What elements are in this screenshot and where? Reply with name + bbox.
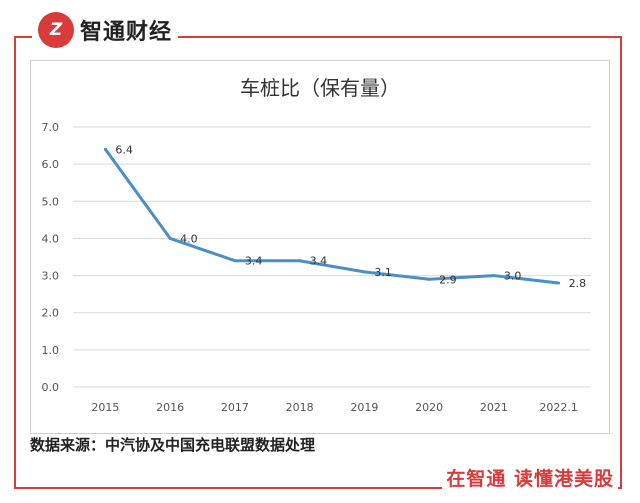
brand-slogan: 在智通 读懂港美股 (442, 464, 618, 491)
y-tick-label: 4.0 (42, 232, 60, 245)
chart-title: 车桩比（保有量） (240, 76, 400, 100)
x-tick-label: 2017 (221, 401, 249, 414)
x-tick-label: 2022.1 (539, 401, 578, 414)
brand-logo: Z 智通财经 (32, 10, 179, 50)
source-note: 数据来源：中汽协及中国充电联盟数据处理 (30, 436, 316, 454)
y-tick-label: 2.0 (42, 307, 60, 320)
data-label: 3.4 (245, 255, 263, 268)
data-point (362, 270, 366, 274)
y-tick-label: 0.0 (42, 381, 60, 394)
y-tick-label: 1.0 (42, 344, 60, 357)
x-tick-label: 2020 (415, 401, 443, 414)
data-label: 3.0 (504, 270, 522, 283)
series-line (104, 148, 559, 285)
x-tick-label: 2016 (156, 401, 184, 414)
chart-container: 车桩比（保有量） 0.0 1.0 2.0 3.0 4.0 5.0 6.0 7.0 2015 20… (30, 60, 610, 434)
data-point (557, 281, 561, 285)
y-tick-label: 7.0 (42, 121, 60, 134)
data-point (168, 236, 172, 240)
data-point (233, 259, 237, 263)
data-point (427, 277, 431, 281)
frame-top-left (14, 36, 32, 38)
y-tick-label: 6.0 (42, 158, 60, 171)
data-label: 3.4 (310, 255, 328, 268)
brand-name: 智通财经 (80, 20, 173, 45)
data-label: 6.4 (115, 143, 133, 156)
data-label: 4.0 (180, 232, 198, 245)
data-point (492, 274, 496, 278)
line-chart: 车桩比（保有量） 0.0 1.0 2.0 3.0 4.0 5.0 6.0 7.0 2015 20… (42, 76, 591, 414)
x-tick-label: 2018 (286, 401, 314, 414)
data-label: 2.8 (569, 277, 587, 290)
data-point (103, 147, 107, 151)
x-tick-label: 2019 (350, 401, 378, 414)
logo-mark-icon: Z (38, 12, 74, 48)
data-label: 2.9 (439, 273, 457, 286)
data-point (298, 259, 302, 263)
data-label: 3.1 (374, 266, 392, 279)
x-tick-label: 2021 (480, 401, 508, 414)
x-tick-label: 2015 (91, 401, 119, 414)
frame-top-right (168, 36, 622, 38)
y-tick-label: 5.0 (42, 195, 60, 208)
y-tick-label: 3.0 (42, 270, 60, 283)
page-frame (14, 37, 622, 489)
